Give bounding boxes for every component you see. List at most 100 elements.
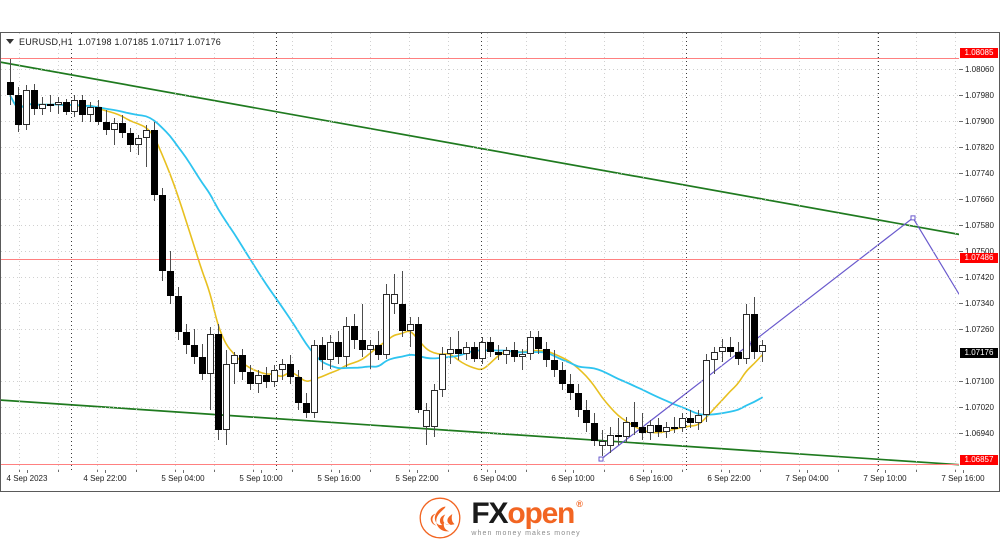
mid-level-badge[interactable]: 1.07486 — [960, 253, 998, 263]
candle-wick — [506, 347, 507, 364]
candle-body-bullish — [71, 100, 78, 112]
grid-line-horizontal — [1, 381, 959, 382]
candle-body-bearish — [95, 106, 102, 122]
time-axis-label: 5 Sep 22:00 — [395, 474, 439, 483]
price-axis-tick — [959, 433, 963, 434]
forecast-anchor-handle[interactable] — [598, 456, 604, 462]
chart-plot-area[interactable] — [1, 33, 959, 470]
time-axis-minor-tick — [565, 470, 566, 472]
time-axis-minor-tick — [58, 470, 59, 472]
candle-body-bearish — [511, 350, 518, 357]
candle-body-bearish — [119, 123, 126, 134]
day-separator-line — [878, 33, 879, 470]
resistance-level-badge[interactable]: 1.08085 — [960, 48, 998, 58]
candle-body-bearish — [191, 345, 198, 357]
time-axis-label: 7 Sep 04:00 — [785, 474, 829, 483]
candle-body-bullish — [279, 363, 286, 371]
grid-line-horizontal — [1, 277, 959, 278]
candle-body-bullish — [39, 103, 46, 109]
candle-body-bearish — [751, 313, 758, 353]
grid-line-horizontal — [1, 251, 959, 252]
candle-body-bearish — [239, 355, 246, 372]
time-axis-label: 5 Sep 10:00 — [239, 474, 283, 483]
candle-body-bearish — [567, 383, 574, 394]
price-axis-tick — [959, 95, 963, 96]
price-axis-label: 1.07740 — [965, 169, 994, 178]
grid-line-vertical — [955, 33, 956, 470]
time-axis-tick — [105, 470, 106, 473]
candle-body-bearish — [727, 347, 734, 353]
forecast-anchor-handle[interactable] — [910, 215, 916, 221]
time-axis-minor-tick — [19, 470, 20, 472]
time-axis-label: 5 Sep 16:00 — [317, 474, 361, 483]
price-axis-tick — [959, 199, 963, 200]
day-separator-line — [276, 33, 277, 470]
support-level-badge[interactable]: 1.06857 — [960, 455, 998, 465]
candle-body-bullish — [87, 106, 94, 116]
candle-body-bullish — [223, 363, 230, 430]
price-axis[interactable]: 1.08060 1.07980 1.07900 1.07820 1.07740 1.076… — [959, 33, 999, 491]
candle-wick — [458, 330, 459, 361]
candle-body-bullish — [519, 353, 526, 357]
candle-body-bearish — [127, 133, 134, 145]
price-axis-tick — [959, 303, 963, 304]
time-axis-tick — [885, 470, 886, 473]
candle-body-bullish — [623, 421, 630, 437]
day-separator-line — [481, 33, 482, 470]
grid-line-vertical — [643, 33, 644, 470]
grid-line-horizontal — [1, 303, 959, 304]
time-axis[interactable]: 4 Sep 2023 4 Sep 22:00 5 Sep 04:00 5 Sep 10… — [1, 470, 985, 491]
price-axis-label: 1.07420 — [965, 273, 994, 282]
grid-line-vertical — [331, 33, 332, 470]
candle-body-bearish — [671, 426, 678, 429]
candle-body-bullish — [383, 294, 390, 356]
candle-body-bearish — [7, 82, 14, 96]
time-axis-minor-tick — [955, 470, 956, 472]
current-price-badge[interactable]: 1.07176 — [960, 348, 998, 358]
candle-body-bullish — [343, 325, 350, 357]
candle-body-bearish — [495, 352, 502, 356]
time-axis-minor-tick — [136, 470, 137, 472]
grid-line-vertical — [19, 33, 20, 470]
grid-line-vertical — [838, 33, 839, 470]
candle-body-bullish — [391, 294, 398, 304]
candle-body-bearish — [215, 333, 222, 430]
candle-body-bearish — [455, 348, 462, 354]
price-axis-label: 1.07340 — [965, 299, 994, 308]
price-axis-label: 1.07900 — [965, 117, 994, 126]
time-axis-label: 7 Sep 10:00 — [863, 474, 907, 483]
time-axis-minor-tick — [448, 470, 449, 472]
fxopen-tagline: when money makes money — [471, 530, 581, 537]
time-axis-label: 7 Sep 16:00 — [941, 474, 985, 483]
day-separator-line — [686, 33, 687, 470]
grid-line-vertical — [448, 33, 449, 470]
candle-body-bullish — [679, 418, 686, 429]
candle-body-bearish — [151, 130, 158, 195]
grid-line-vertical — [916, 33, 917, 470]
grid-line-horizontal — [1, 69, 959, 70]
candle-body-bullish — [463, 347, 470, 354]
candle-body-bearish — [551, 360, 558, 371]
price-axis-label: 1.08060 — [965, 65, 994, 74]
candle-body-bullish — [423, 410, 430, 427]
candle-body-bearish — [167, 270, 174, 296]
price-axis-label: 1.07820 — [965, 143, 994, 152]
level-line-mid — [1, 259, 959, 260]
candle-body-bullish — [479, 342, 486, 359]
triangle-down-icon[interactable] — [6, 39, 14, 44]
candle-body-bearish — [471, 347, 478, 359]
grid-line-vertical — [526, 33, 527, 470]
candle-body-bearish — [335, 342, 342, 357]
grid-line-vertical — [292, 33, 293, 470]
price-axis-tick — [959, 329, 963, 330]
candle-wick — [618, 418, 619, 445]
descending-channel-upper-trendline — [1, 61, 959, 236]
grid-line-vertical — [58, 33, 59, 470]
time-axis-minor-tick — [604, 470, 605, 472]
candle-body-bearish — [359, 340, 366, 351]
candle-body-bearish — [591, 423, 598, 442]
candle-body-bullish — [663, 426, 670, 432]
candle-wick — [362, 304, 363, 357]
candle-body-bearish — [175, 295, 182, 333]
grid-line-horizontal — [1, 147, 959, 148]
